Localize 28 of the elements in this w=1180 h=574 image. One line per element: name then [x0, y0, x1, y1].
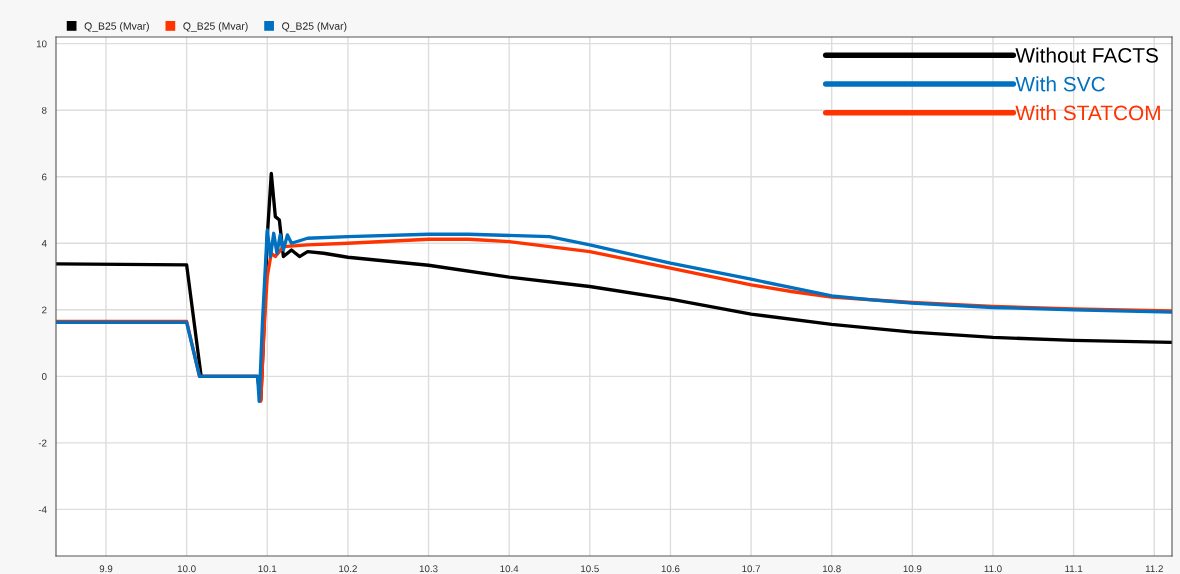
x-tick-label: 10.5: [581, 565, 599, 573]
legend-label: Q_B25 (Mvar): [183, 22, 248, 32]
y-tick-label: -4: [38, 506, 47, 513]
y-tick-label: 4: [41, 240, 47, 247]
x-tick-label: 10.4: [500, 565, 519, 573]
x-tick-label: 10.8: [823, 565, 841, 573]
x-tick-label: 10.3: [419, 565, 438, 573]
annotation: Without FACTS: [1015, 47, 1158, 63]
x-tick-label: 11.0: [984, 565, 1002, 573]
x-tick-label: 10.2: [339, 565, 357, 573]
y-tick-label: 2: [42, 306, 47, 314]
x-tick-label: 10.6: [661, 565, 680, 573]
x-tick-label: 10.1: [258, 565, 277, 573]
annotation: With STATCOM: [1015, 105, 1160, 121]
y-tick-label: 6: [42, 173, 47, 181]
y-tick-label: 10: [36, 40, 47, 48]
x-tick-label: 10.7: [742, 565, 761, 573]
legend-label: Q_B25 (Mvar): [84, 22, 149, 32]
y-tick-label: -2: [38, 439, 47, 447]
y-tick-label: 0: [41, 373, 47, 380]
annotation: With SVC: [1015, 76, 1105, 92]
x-tick-label: 10.0: [177, 565, 196, 573]
x-tick-label: 9.9: [99, 565, 113, 573]
y-tick-label: 8: [41, 106, 47, 114]
legend-label: Q_B25 (Mvar): [282, 22, 347, 32]
x-tick-label: 11.1: [1065, 565, 1083, 573]
x-tick-label: 10.9: [903, 565, 922, 573]
x-tick-label: 11.2: [1145, 565, 1163, 573]
